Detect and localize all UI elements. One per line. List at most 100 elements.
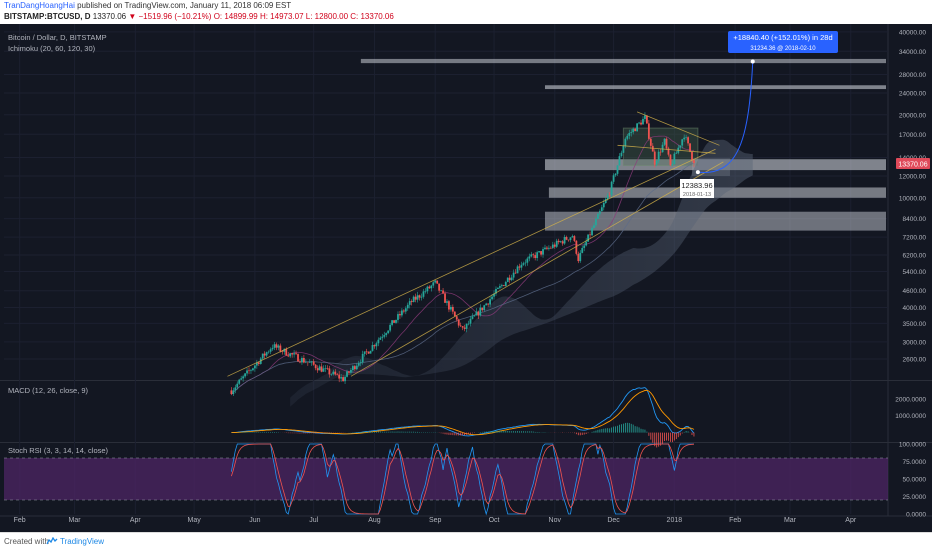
candle-body — [597, 213, 599, 220]
candle-body — [440, 290, 442, 292]
candle-body — [675, 152, 678, 154]
price-zone — [544, 85, 886, 90]
candle-body — [238, 379, 241, 384]
candle-body — [253, 365, 256, 369]
candle-body — [481, 307, 484, 311]
candle-body — [687, 137, 689, 144]
candle-body — [520, 264, 523, 268]
candle-body — [500, 285, 503, 287]
price-tick-label: 6200.00 — [903, 252, 927, 259]
candle-body — [624, 138, 627, 146]
candle-body — [642, 118, 644, 125]
price-tick-label: 24000.00 — [899, 90, 926, 97]
candle-body — [630, 132, 633, 133]
candle-body — [563, 237, 566, 244]
candle-body — [475, 311, 478, 316]
candle-body — [397, 314, 399, 320]
candle-body — [265, 352, 268, 356]
candle-body — [391, 320, 393, 325]
footer-brand[interactable]: TradingView — [60, 537, 105, 546]
candle-body — [549, 247, 552, 249]
candle-body — [416, 295, 419, 300]
candle-body — [255, 362, 258, 366]
price-chart[interactable]: Feb Mar Apr May Jun Jul Aug Sep Oct Nov Dec 2018 Feb… — [0, 24, 932, 532]
candle-body — [685, 137, 688, 138]
candle-body — [336, 374, 339, 376]
candle-body — [632, 128, 635, 133]
candle-body — [573, 236, 576, 241]
candle-body — [540, 251, 542, 255]
price-tick-label: 40000.00 — [899, 29, 926, 36]
candle-body — [310, 361, 313, 363]
footer-text: Created with — [4, 537, 49, 546]
ichimoku-cloud — [290, 139, 753, 407]
price-tick-label: 3500.00 — [903, 321, 927, 328]
candle-body — [640, 122, 642, 125]
candle-body — [285, 348, 288, 356]
candle-body — [600, 207, 603, 212]
candle-body — [291, 353, 294, 355]
author-link[interactable]: TranDangHoangHai — [4, 1, 75, 10]
candle-body — [387, 330, 390, 334]
candle-body — [461, 326, 464, 328]
candle-body — [353, 366, 356, 370]
candle-body — [393, 320, 395, 323]
candle-body — [587, 234, 590, 242]
candle-body — [271, 347, 274, 350]
x-tick-label: Jun — [249, 517, 260, 524]
candle-body — [308, 362, 311, 364]
stoch-d-line — [231, 443, 695, 515]
publish-line: TranDangHoangHai published on TradingVie… — [4, 1, 291, 10]
candle-body — [457, 319, 460, 326]
candle-body — [234, 387, 237, 391]
price-tick-label: 5400.00 — [903, 269, 927, 276]
candle-body — [450, 306, 452, 310]
candle-body — [567, 239, 570, 241]
candle-body — [483, 305, 486, 311]
candle-body — [497, 287, 499, 289]
candle-body — [528, 256, 531, 259]
triangle-base-line — [617, 144, 716, 154]
candle-body — [424, 291, 427, 292]
candle-body — [236, 383, 239, 388]
candle-body — [575, 240, 578, 254]
projection-curve — [697, 61, 754, 173]
candle-body — [459, 325, 462, 327]
candle-body — [548, 247, 550, 249]
candle-body — [442, 290, 444, 294]
candle-body — [673, 153, 676, 165]
candle-body — [375, 343, 378, 347]
x-tick-label: Apr — [130, 517, 142, 524]
candle-body — [612, 175, 615, 182]
candle-body — [636, 123, 639, 132]
projection-label: +18840.40 (+152.01%) in 28d — [733, 33, 832, 42]
candle-body — [444, 293, 446, 303]
candle-body — [261, 353, 264, 359]
candle-body — [348, 371, 350, 373]
x-tick-label: Mar — [69, 517, 82, 524]
candle-body — [373, 345, 376, 347]
projection-callout[interactable]: +18840.40 (+152.01%) in 28d 31234.36 @ 2… — [728, 31, 838, 53]
candle-body — [499, 286, 501, 288]
candle-body — [598, 211, 601, 214]
candle-body — [338, 374, 341, 379]
candle-body — [383, 335, 386, 337]
x-tick-label: Feb — [14, 517, 26, 524]
candle-body — [351, 366, 354, 370]
candle-body — [493, 293, 495, 297]
candle-body — [355, 365, 358, 370]
candle-body — [647, 123, 650, 139]
candle-body — [422, 291, 425, 297]
candle-body — [628, 132, 631, 136]
candle-body — [608, 195, 611, 196]
x-tick-label: Apr — [845, 517, 857, 524]
candle-body — [667, 148, 670, 155]
stoch-legend: Stoch RSI (3, 3, 14, 14, close) — [8, 446, 109, 455]
last-price-tag: 13370.06 — [896, 158, 930, 169]
candle-body — [653, 151, 656, 165]
candle-body — [279, 345, 282, 352]
stoch-tick-label: 100.0000 — [899, 442, 926, 449]
candle-body — [657, 151, 660, 161]
candle-body — [561, 241, 564, 244]
